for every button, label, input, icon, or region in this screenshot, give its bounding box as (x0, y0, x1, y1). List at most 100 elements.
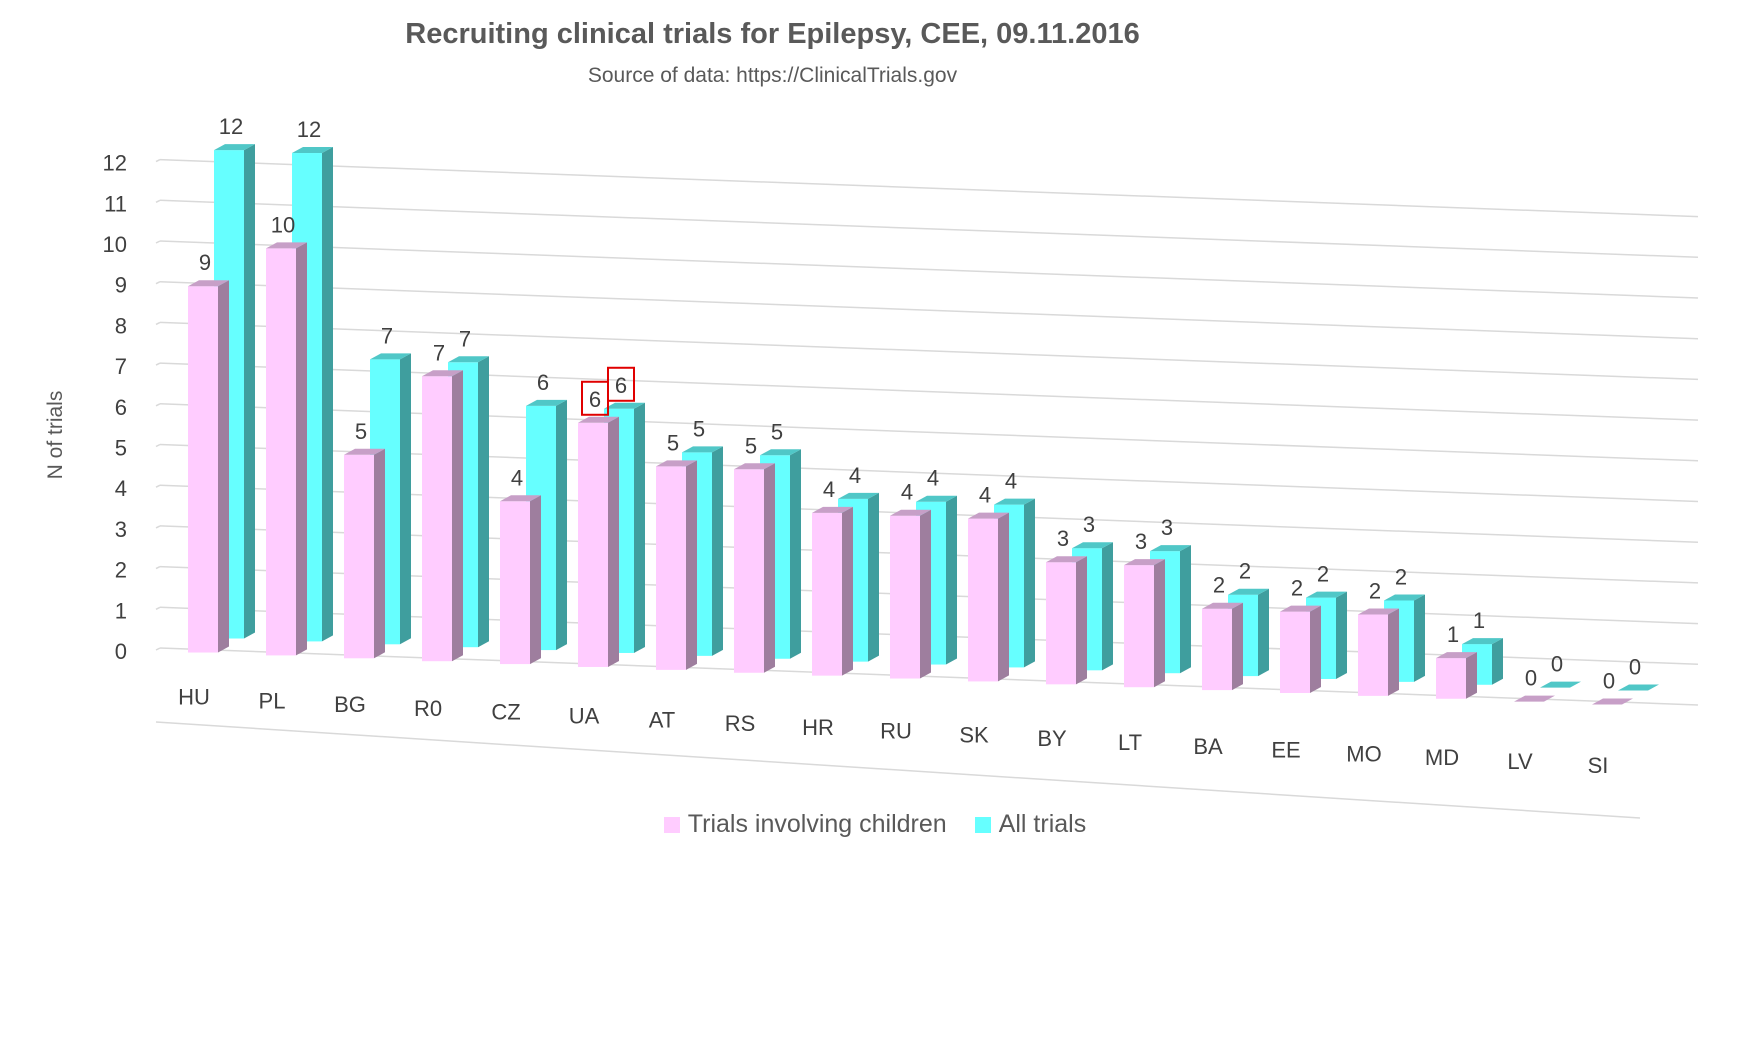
bar-front (266, 248, 296, 656)
gridline-depth (155, 443, 161, 448)
x-tick-label: RS (725, 711, 756, 736)
data-label: 6 (589, 387, 601, 412)
bar-children: 6 (578, 380, 619, 667)
bar-side (634, 402, 645, 653)
y-tick-label: 7 (115, 354, 127, 379)
bar-top (1280, 605, 1321, 612)
gridline-depth (155, 565, 161, 570)
bar-front (500, 501, 530, 665)
x-tick-label: BY (1037, 726, 1067, 751)
bar-top (526, 399, 567, 406)
gridline (159, 158, 1699, 218)
bar-front (1280, 611, 1310, 693)
data-label: 5 (745, 433, 757, 458)
bar-side (296, 242, 307, 656)
legend-item-children: Trials involving children (663, 810, 947, 839)
data-label: 3 (1135, 529, 1147, 554)
x-tick-label: SI (1588, 753, 1609, 778)
bar-side (452, 370, 463, 662)
y-tick-label: 1 (115, 598, 127, 623)
y-tick-label: 5 (115, 436, 127, 461)
y-tick-label: 0 (115, 639, 127, 664)
x-tick-labels: HU PL BG R0 CZ UA AT RS HR RU SK BY LT BA EE MO MD LV SI (178, 685, 1608, 778)
bar-children: 5 (734, 433, 775, 673)
legend-label-all: All trials (998, 810, 1087, 838)
data-label: 10 (271, 212, 295, 237)
data-label: 5 (667, 430, 679, 455)
x-tick-label: BG (334, 692, 366, 717)
data-label: 12 (297, 117, 321, 142)
data-label: 2 (1369, 578, 1381, 603)
gridline-depth (155, 606, 161, 610)
highlight-box (581, 380, 609, 416)
bar-front (344, 454, 374, 659)
bar-side (1258, 588, 1269, 677)
bar-side (478, 356, 489, 648)
bar-top (422, 370, 463, 377)
bar-children: 0 (1514, 666, 1555, 702)
bar-front (968, 518, 998, 682)
data-label: 1 (1447, 622, 1459, 647)
data-label: 4 (927, 466, 939, 491)
y-tick-label: 9 (115, 273, 127, 298)
y-tick-label: 11 (104, 191, 127, 216)
bar-side (1466, 652, 1477, 699)
bar-top (188, 280, 229, 287)
data-label: 7 (381, 323, 393, 348)
bar-top (448, 356, 489, 363)
data-label: 1 (1473, 608, 1485, 633)
bar-children: 7 (422, 340, 463, 662)
bar-children: 2 (1358, 578, 1399, 696)
x-tick-label: LT (1118, 730, 1142, 755)
gridline (159, 240, 1699, 299)
gridline-depth (155, 240, 161, 244)
bar-side (1102, 542, 1113, 671)
gridline-depth (155, 199, 161, 203)
x-tick-label: HU (178, 685, 210, 710)
x-tick-label: CZ (491, 700, 520, 725)
legend: Trials involving children All trials (0, 810, 1750, 839)
gridline (159, 199, 1699, 259)
x-tick-label: SK (959, 722, 989, 747)
gridline-depth (155, 321, 161, 326)
data-label: 4 (1005, 469, 1017, 494)
bar-side (218, 280, 229, 653)
bar-side (608, 416, 619, 667)
bar-children: 3 (1046, 526, 1087, 685)
gridline (159, 362, 1699, 421)
y-tick-label: 8 (115, 313, 127, 338)
bar-side (868, 492, 879, 662)
gridline (159, 280, 1699, 340)
gridline-depth (155, 158, 161, 163)
x-tick-label: LV (1507, 749, 1533, 774)
y-tick-label: 6 (115, 395, 127, 420)
bar-side (1232, 602, 1243, 691)
y-tick-label: 12 (103, 151, 127, 176)
data-label: 4 (823, 477, 835, 502)
bar-top (1384, 594, 1425, 601)
x-tick-label: MO (1346, 741, 1381, 766)
bar-children: 5 (656, 430, 697, 670)
bar-top (1124, 559, 1165, 566)
data-label: 3 (1161, 515, 1173, 540)
data-label: 0 (1629, 655, 1641, 680)
bar-children: 4 (812, 477, 853, 676)
bar-side (764, 463, 775, 673)
bar-side (842, 506, 853, 676)
bar-front (1202, 608, 1232, 691)
gridline-depth (155, 281, 161, 285)
bar-front (1124, 565, 1154, 688)
bar-top (812, 506, 853, 513)
y-tick-label: 3 (115, 517, 127, 542)
bar-side (374, 448, 385, 659)
bar-top (578, 416, 619, 423)
bar-children: 4 (500, 465, 541, 665)
bar-top (656, 460, 697, 467)
bar-side (244, 144, 255, 639)
bar-top (916, 495, 957, 502)
x-tick-label: AT (649, 707, 675, 732)
bar-side (1076, 556, 1087, 685)
data-label: 2 (1395, 564, 1407, 589)
data-label: 2 (1239, 559, 1251, 584)
bar-top (266, 242, 307, 249)
